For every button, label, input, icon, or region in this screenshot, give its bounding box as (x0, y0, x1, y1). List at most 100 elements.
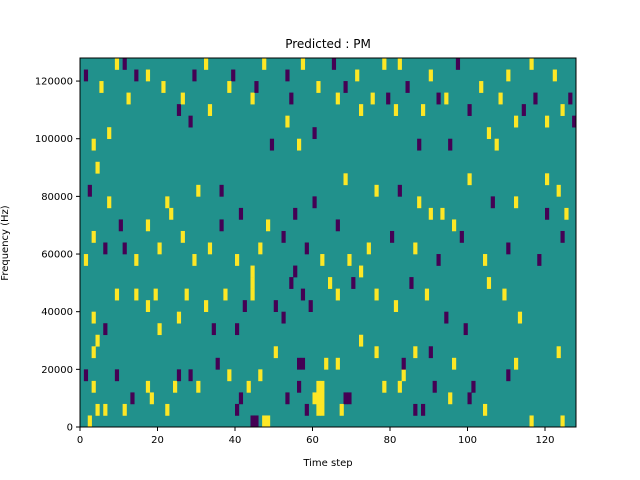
heatmap-cell (324, 357, 329, 370)
heatmap-cell (238, 392, 244, 405)
heatmap-cell (320, 254, 325, 266)
x-axis-label: Time step (302, 458, 352, 469)
heatmap-cell (545, 173, 550, 186)
heatmap-cell (180, 230, 185, 243)
heatmap-cell (103, 403, 108, 416)
heatmap-cell (250, 415, 255, 428)
heatmap-cell (413, 403, 418, 416)
heatmap-cell (347, 392, 352, 405)
heatmap-cell (467, 104, 472, 116)
heatmap-cell (316, 403, 321, 416)
heatmap-cell (421, 104, 426, 116)
heatmap-cell (95, 403, 100, 416)
heatmap-cell (297, 138, 302, 151)
heatmap-cell (118, 219, 123, 232)
heatmap-cell (114, 58, 120, 70)
heatmap-cell (176, 311, 182, 324)
heatmap-cell (514, 196, 519, 209)
heatmap-background (80, 58, 576, 427)
heatmap-cell (529, 415, 534, 428)
heatmap-cell (165, 403, 170, 416)
heatmap-cell (258, 242, 263, 255)
heatmap-cell (564, 207, 569, 220)
heatmap-cell (486, 127, 492, 140)
heatmap-cell (165, 196, 170, 209)
heatmap-cell (316, 392, 321, 405)
heatmap-cell (188, 115, 193, 128)
heatmap-cell (126, 92, 131, 105)
heatmap-cell (444, 92, 449, 105)
heatmap-cell (262, 58, 267, 70)
heatmap-cell (149, 392, 154, 405)
heatmap-cell (145, 380, 151, 393)
heatmap-cell (122, 242, 127, 255)
heatmap-cell (122, 58, 127, 70)
heatmap-cell (114, 288, 120, 301)
heatmap-cell (145, 300, 151, 312)
heatmap-cell (335, 92, 340, 105)
heatmap-cell (99, 81, 104, 93)
heatmap-cell (231, 69, 236, 82)
heatmap-cell (145, 219, 151, 232)
heatmap-cell (421, 403, 426, 416)
heatmap-cell (514, 115, 519, 128)
heatmap-cell (134, 288, 139, 301)
heatmap-cell (351, 277, 356, 289)
heatmap-cell (572, 115, 577, 128)
heatmap-cell (87, 184, 92, 197)
heatmap-cell (529, 58, 534, 70)
heatmap-cell (374, 346, 379, 359)
heatmap-cell (560, 415, 565, 428)
y-tick-label: 20000 (41, 365, 73, 376)
heatmap-cell (382, 380, 387, 393)
heatmap-cell (83, 69, 89, 82)
heatmap-cell (328, 277, 333, 289)
heatmap-cell (134, 254, 139, 266)
heatmap-cell (95, 161, 100, 174)
heatmap-cell (103, 323, 108, 336)
heatmap-cell (273, 346, 278, 359)
heatmap-cell (452, 219, 457, 232)
heatmap-cell (184, 288, 189, 301)
heatmap-cell (386, 92, 391, 105)
heatmap-cell (316, 380, 321, 393)
heatmap-cell (533, 92, 538, 105)
heatmap-cell (215, 357, 220, 370)
heatmap-cell (87, 415, 92, 428)
heatmap-cell (262, 415, 267, 428)
heatmap-cell (211, 323, 216, 336)
heatmap-cell (258, 369, 263, 382)
heatmap-cell (517, 311, 523, 324)
heatmap-cell (463, 323, 468, 336)
heatmap-cell (266, 219, 271, 232)
heatmap-cell (560, 230, 565, 243)
heatmap-cell (483, 254, 488, 266)
heatmap-cell (196, 184, 201, 197)
heatmap-cell (145, 69, 151, 82)
heatmap-cell (436, 92, 441, 105)
heatmap-cell (393, 104, 399, 116)
heatmap-cell (223, 288, 228, 301)
heatmap-cell (285, 392, 290, 405)
heatmap-cell (300, 58, 306, 70)
heatmap-cell (246, 380, 251, 393)
heatmap-cell (250, 277, 255, 289)
heatmap-cell (498, 92, 503, 105)
y-tick-label: 40000 (41, 307, 73, 318)
heatmap-cell (424, 288, 430, 301)
heatmap-cell (192, 69, 197, 82)
heatmap-cell (502, 288, 507, 301)
heatmap-cell (297, 380, 302, 393)
heatmap-cell (273, 300, 278, 312)
x-axis: 0 20 40 60 80 100 120 (77, 427, 555, 446)
heatmap-cell (401, 369, 406, 382)
heatmap-cell (204, 58, 209, 70)
heatmap-cell (196, 380, 201, 393)
heatmap-cell (227, 369, 232, 382)
heatmap-cell (297, 357, 302, 370)
heatmap-cell (444, 311, 449, 324)
heatmap-cell (300, 357, 306, 370)
y-tick-label: 100000 (35, 134, 73, 145)
heatmap-cell (173, 380, 178, 393)
heatmap-cell (250, 92, 255, 105)
